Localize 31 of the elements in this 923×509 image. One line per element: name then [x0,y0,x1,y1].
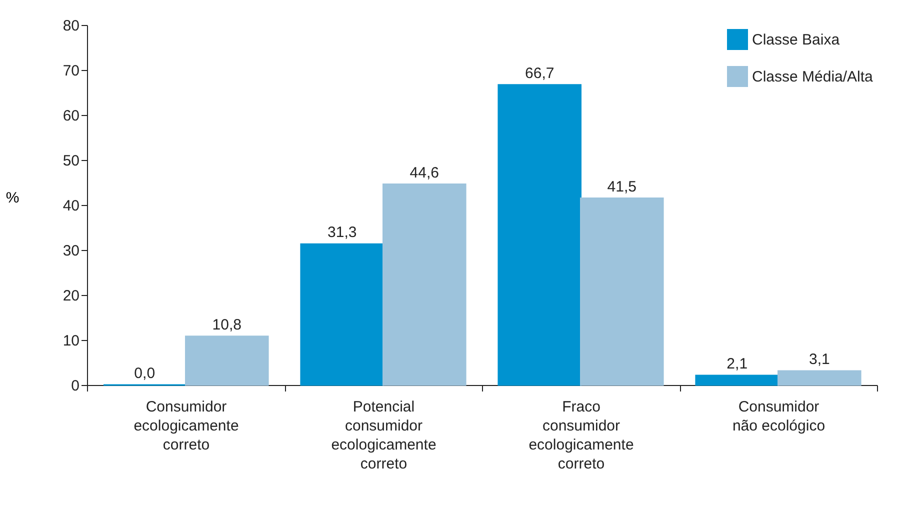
bar [778,370,862,386]
bar [498,84,582,386]
y-tick-label: 10 [62,332,80,350]
legend-label: Classe Baixa [752,32,840,48]
bar [580,198,664,386]
data-label: 31,3 [328,224,357,242]
x-tick-label: Fraco consumidor ecologicamente correto [528,398,634,472]
x-tick-label: Potencial consumidor ecologicamente correto [331,398,436,472]
y-tick-label: 20 [62,288,80,304]
bar [382,184,466,386]
bar [300,243,384,386]
data-label: 3,1 [808,351,830,368]
data-label: 0,0 [134,365,156,382]
data-label: 10,8 [212,316,242,334]
bar [185,336,269,386]
x-tick-label: Consumidor ecologicamente correto [134,398,239,454]
data-label: 2,1 [726,356,748,373]
y-axis-title: % [6,190,20,206]
y-tick-label: 0 [71,378,80,394]
y-tick-label: 30 [62,242,80,260]
y-tick-label: 40 [62,198,80,214]
y-tick-label: 70 [62,62,80,80]
legend-label: Classe Média/Alta [752,68,874,86]
y-tick-label: 60 [62,108,80,124]
y-tick-label: 50 [62,152,80,170]
data-label: 66,7 [525,64,554,82]
data-label: 44,6 [410,164,439,182]
y-tick-label: 80 [62,18,80,34]
bar [695,374,779,386]
x-tick-label: Consumidor não ecológico [732,398,826,434]
data-label: 41,5 [607,178,636,196]
